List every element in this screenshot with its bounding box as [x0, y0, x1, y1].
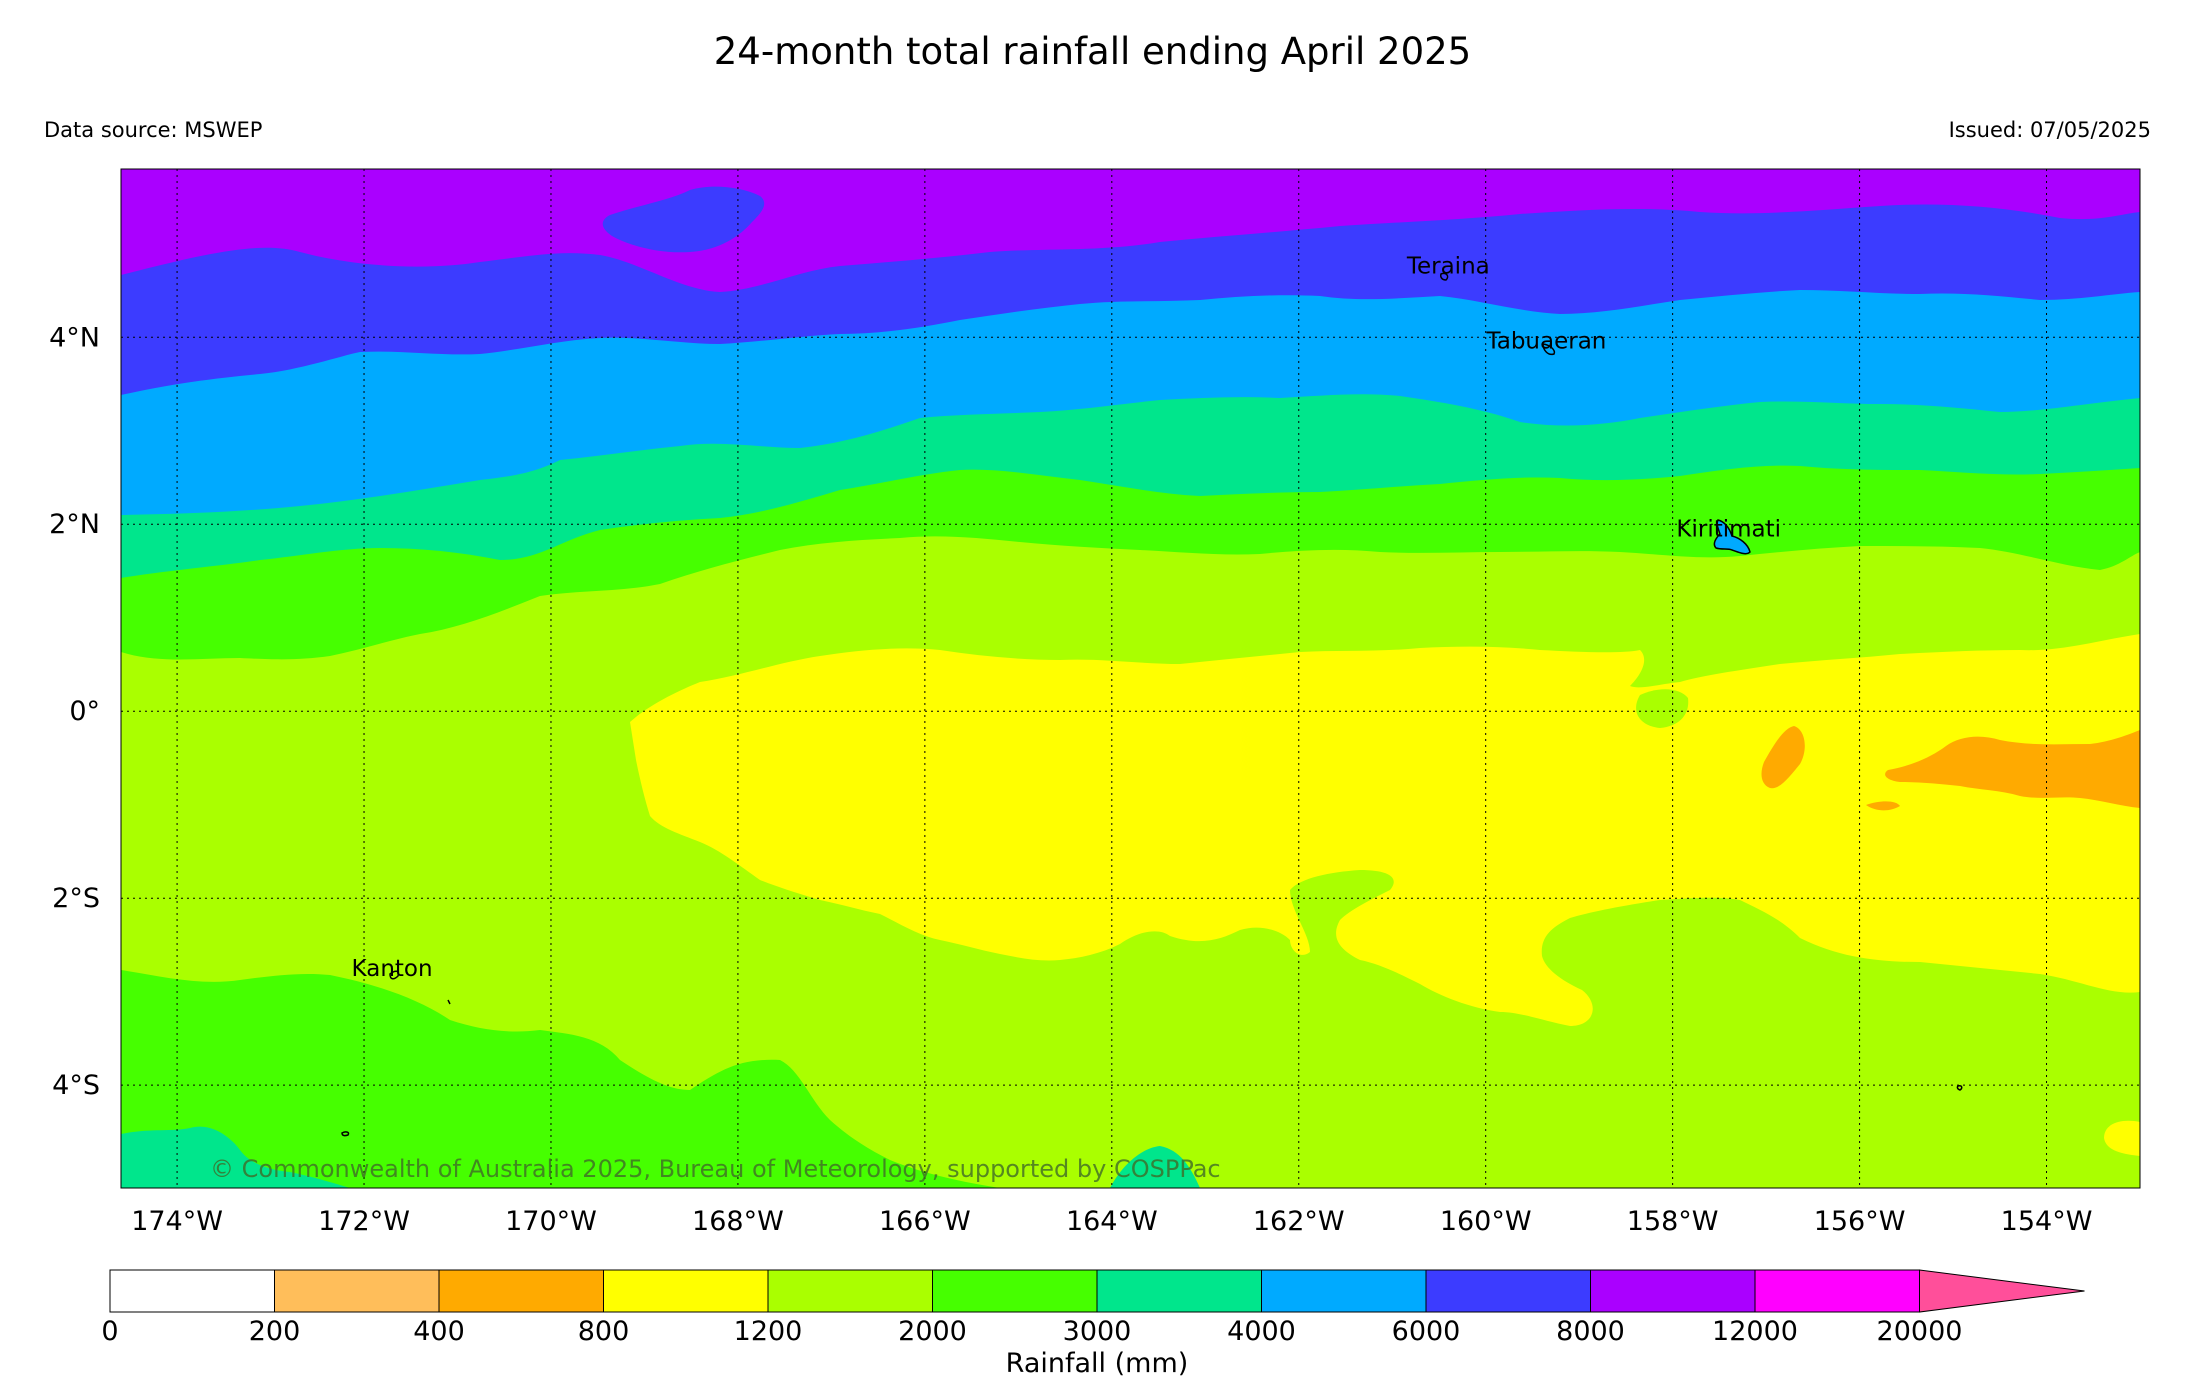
lat-tick-label: 2°S — [52, 883, 100, 914]
colorbar-tick-label: 4000 — [1227, 1316, 1296, 1347]
place-label: Kanton — [352, 956, 433, 982]
colorbar-tick-label: 1200 — [734, 1316, 803, 1347]
band-800-1200 — [630, 634, 2140, 1026]
colorbar-bin — [274, 1269, 440, 1313]
lon-tick-label: 158°W — [1627, 1206, 1719, 1237]
colorbar-tick-label: 8000 — [1556, 1316, 1625, 1347]
colorbar-bin — [603, 1269, 769, 1313]
issued-date-label: Issued: 07/05/2025 — [1948, 118, 2151, 142]
lat-tick-label: 4°N — [49, 322, 100, 353]
kanton-island — [389, 970, 400, 980]
lon-tick-label: 174°W — [131, 1206, 223, 1237]
colorbar-bin — [438, 1269, 604, 1313]
band-6000-8000-patch — [602, 186, 765, 253]
colorbar-bin — [1425, 1269, 1591, 1313]
colorbar-legend — [109, 1269, 2085, 1313]
graticule — [121, 169, 2140, 1188]
longitude-labels: 174°W 172°W 170°W 168°W 166°W 164°W 162°W 160°W… — [131, 1206, 2092, 1237]
kiritimati-island — [1713, 519, 1751, 555]
colorbar-bin — [1261, 1269, 1427, 1313]
colorbar-bin — [1590, 1269, 1756, 1313]
colorbar-tick-label: 400 — [413, 1316, 465, 1347]
lon-tick-label: 156°W — [1814, 1206, 1906, 1237]
colorbar-tick-label: 12000 — [1712, 1316, 1798, 1347]
colorbar-tick-label: 800 — [578, 1316, 630, 1347]
band-2000-3000-south — [121, 970, 1000, 1188]
colorbar-tick-label: 3000 — [1063, 1316, 1132, 1347]
band-400-800-patch — [1885, 730, 2140, 808]
place-label: Kiritimati — [1676, 516, 1781, 542]
tabuaeran-island — [1542, 343, 1556, 356]
colorbar-bin — [109, 1269, 275, 1313]
small-island-2 — [341, 1131, 350, 1137]
teraina-island — [1440, 272, 1449, 281]
lon-tick-label: 168°W — [692, 1206, 784, 1237]
small-island-1 — [447, 999, 451, 1005]
lon-tick-label: 154°W — [2001, 1206, 2093, 1237]
band-3000-4000-south — [121, 1126, 350, 1188]
latitude-labels: 4°N 2°N 0° 2°S 4°S — [49, 322, 100, 1101]
band-1200-2000-hole — [1636, 689, 1689, 728]
lon-tick-label: 162°W — [1253, 1206, 1345, 1237]
colorbar-bin — [767, 1269, 933, 1313]
band-400-800-patch-3 — [1866, 801, 1900, 811]
colorbar-tick-label: 20000 — [1877, 1316, 1963, 1347]
lon-tick-label: 172°W — [318, 1206, 410, 1237]
place-label: Teraina — [1406, 254, 1490, 280]
colorbar-bin — [1754, 1269, 1920, 1313]
data-source-label: Data source: MSWEP — [44, 118, 263, 142]
colorbar-label: Rainfall (mm) — [1006, 1348, 1189, 1379]
colorbar-bin — [932, 1269, 1098, 1313]
colorbar-extend-arrow — [1919, 1269, 2085, 1313]
colorbar-bin — [1096, 1269, 1262, 1313]
band-800-1200-corner — [2104, 1120, 2140, 1156]
colorbar-tick-label: 200 — [249, 1316, 301, 1347]
copyright-note: © Commonwealth of Australia 2025, Bureau… — [210, 1155, 1221, 1183]
small-island-3 — [1956, 1085, 1963, 1091]
band-400-800-patch-2 — [1761, 726, 1805, 789]
lon-tick-label: 170°W — [505, 1206, 597, 1237]
colorbar-tick-label: 0 — [101, 1316, 118, 1347]
colorbar-tick-label: 6000 — [1392, 1316, 1461, 1347]
map-panel — [121, 169, 2140, 1188]
map-frame — [120, 168, 2141, 1189]
lat-tick-label: 0° — [69, 696, 100, 727]
lon-tick-label: 164°W — [1066, 1206, 1158, 1237]
colorbar-tick-labels: 0 200 400 800 1200 2000 3000 4000 6000 8000 12000 2… — [101, 1316, 1962, 1347]
lon-tick-label: 160°W — [1440, 1206, 1532, 1237]
place-labels: Teraina Tabuaeran Kiritimati Kanton — [352, 254, 1781, 982]
island-outlines — [341, 272, 1963, 1137]
colorbar-tick-label: 2000 — [898, 1316, 967, 1347]
place-label: Tabuaeran — [1486, 328, 1607, 354]
lat-tick-label: 2°N — [49, 509, 100, 540]
band-3000-4000-patch — [1110, 1146, 1200, 1188]
lat-tick-label: 4°S — [52, 1070, 100, 1101]
figure-title: 24-month total rainfall ending April 202… — [713, 30, 1472, 73]
lon-tick-label: 166°W — [879, 1206, 971, 1237]
